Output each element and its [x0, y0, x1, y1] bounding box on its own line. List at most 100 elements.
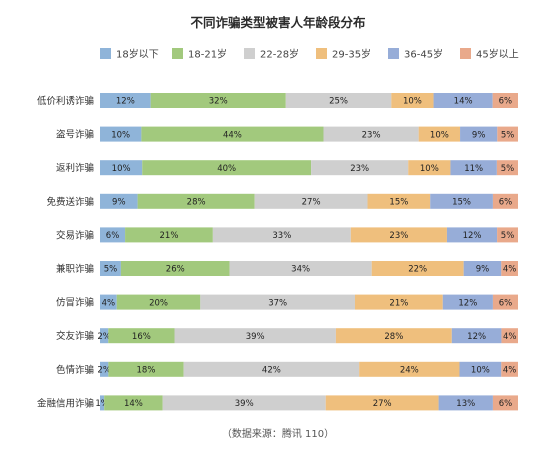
bar-segment: [497, 126, 518, 142]
bar-segment: [501, 261, 518, 276]
data-label: 10%: [420, 164, 439, 174]
bar-segment: [459, 361, 502, 377]
bar-segment: [141, 126, 324, 142]
bar-segment: [496, 160, 518, 176]
data-label: 9%: [476, 265, 490, 275]
category-label: 仿冒诈骗: [56, 297, 94, 309]
bar-segment: [391, 93, 434, 108]
bar-segment: [108, 328, 175, 344]
bar-segment: [451, 328, 502, 344]
data-label: 4%: [102, 298, 116, 308]
bar-segment: [200, 294, 355, 310]
legend-swatch: [316, 48, 327, 59]
data-label: 6%: [499, 399, 513, 409]
data-label: 12%: [467, 332, 486, 342]
data-label: 4%: [503, 332, 517, 342]
bar-segment: [137, 193, 255, 209]
bar-segment: [100, 395, 105, 411]
category-label: 交友诈骗: [56, 330, 94, 342]
bar-segment: [492, 395, 518, 411]
data-label: 26%: [166, 265, 185, 275]
bar-segment: [371, 261, 464, 276]
legend-label: 18岁以下: [116, 48, 159, 61]
data-label: 6%: [499, 298, 513, 308]
bar-segment: [116, 294, 201, 310]
data-label: 9%: [472, 130, 486, 140]
bar-segment: [212, 227, 351, 243]
data-label: 23%: [362, 130, 381, 140]
category-label: 交易诈骗: [56, 229, 94, 241]
category-label: 兼职诈骗: [56, 263, 94, 275]
data-label: 5%: [104, 265, 118, 275]
bar-segment: [359, 361, 460, 377]
bar-segment: [162, 395, 326, 411]
data-label: 14%: [124, 399, 143, 409]
legend-swatch: [100, 48, 111, 59]
data-label: 27%: [373, 399, 392, 409]
data-label: 12%: [463, 231, 482, 241]
data-label: 4%: [503, 265, 517, 275]
bar-segment: [418, 126, 461, 142]
bar-segment: [100, 294, 117, 310]
bar-segment: [450, 160, 497, 176]
bar-segment: [108, 361, 184, 377]
bar-segment: [183, 361, 360, 377]
bar-segment: [100, 261, 121, 276]
data-label: 12%: [116, 97, 135, 107]
bar-segment: [254, 193, 368, 209]
bar-segment: [350, 227, 447, 243]
data-label: 14%: [454, 97, 473, 107]
legend-label: 22-28岁: [260, 48, 299, 61]
legend-label: 36-45岁: [404, 48, 443, 61]
data-label: 10%: [112, 164, 131, 174]
data-label: 21%: [160, 231, 179, 241]
bar-segment: [100, 328, 109, 344]
category-label: 低价利诱诈骗: [37, 95, 94, 107]
data-label: 13%: [456, 399, 475, 409]
category-label: 色情诈骗: [56, 364, 94, 376]
category-label: 盗号诈骗: [56, 129, 94, 141]
bar-segment: [323, 126, 419, 142]
data-label: 2%: [97, 332, 111, 342]
bar-segment: [492, 193, 518, 209]
bar-segment: [229, 261, 372, 276]
legend-swatch: [388, 48, 399, 59]
data-label: 5%: [501, 231, 515, 241]
bar-segment: [501, 328, 518, 344]
bar-segment: [442, 294, 493, 310]
bar-segment: [104, 395, 163, 411]
data-label: 15%: [389, 198, 408, 208]
data-label: 23%: [350, 164, 369, 174]
data-label: 28%: [187, 198, 206, 208]
bar-segment: [354, 294, 443, 310]
bar-segment: [325, 395, 439, 411]
legend-swatch: [244, 48, 255, 59]
data-label: 40%: [217, 164, 236, 174]
bar-segment: [438, 395, 493, 411]
data-label: 10%: [403, 97, 422, 107]
bar-segment: [100, 361, 109, 377]
data-label: 10%: [471, 366, 490, 376]
data-label: 20%: [149, 298, 168, 308]
data-label: 10%: [111, 130, 130, 140]
bar-segment: [460, 126, 498, 142]
data-label: 10%: [430, 130, 449, 140]
plot-area: 低价利诱诈骗 12% 32% 25% 10% 14% 6% 盗号诈骗 10% 44% 23% 10% 9…: [37, 93, 518, 411]
bar-segment: [408, 160, 451, 176]
data-label: 15%: [452, 198, 471, 208]
legend-label: 45岁以上: [476, 48, 519, 61]
bar-segment: [100, 193, 138, 209]
data-label: 2%: [97, 366, 111, 376]
data-label: 25%: [329, 97, 348, 107]
data-label: 44%: [223, 130, 242, 140]
chart-title: 不同诈骗类型被害人年龄段分布: [190, 15, 366, 30]
bar-segment: [142, 160, 312, 176]
data-label: 5%: [501, 164, 515, 174]
data-label: 4%: [503, 366, 517, 376]
bar-segment: [100, 227, 126, 243]
bar-segment: [367, 193, 431, 209]
data-label: 21%: [389, 298, 408, 308]
data-label: 32%: [209, 97, 228, 107]
data-label: 6%: [106, 231, 120, 241]
